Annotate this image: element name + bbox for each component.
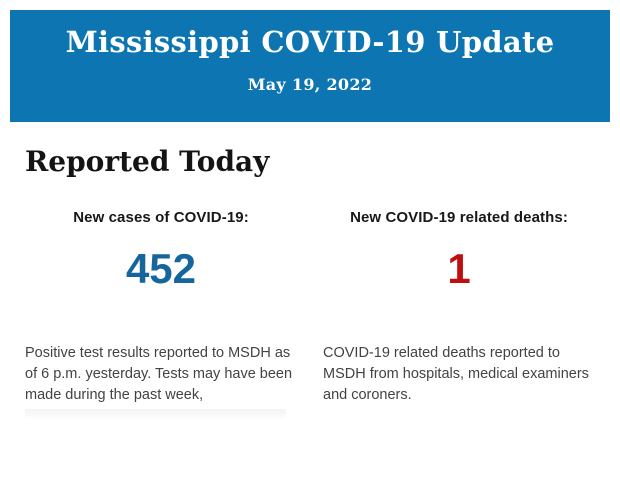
stats-row: New cases of COVID-19: 452 Positive test…	[0, 209, 620, 420]
header-banner: Mississippi COVID-19 Update May 19, 2022	[10, 10, 610, 122]
section-heading: Reported Today	[25, 145, 270, 178]
stat-new-deaths: New COVID-19 related deaths: 1 COVID-19 …	[323, 209, 595, 420]
header-date: May 19, 2022	[247, 75, 373, 95]
new-cases-label: New cases of COVID-19:	[73, 208, 249, 226]
new-cases-value: 452	[125, 244, 197, 292]
new-deaths-description: COVID-19 related deaths reported to MSDH…	[323, 344, 589, 403]
faded-text-remnant	[25, 408, 287, 420]
new-cases-description: Positive test results reported to MSDH a…	[25, 344, 293, 403]
bulletin-body: Reported Today New cases of COVID-19: 45…	[0, 145, 620, 420]
new-deaths-value: 1	[447, 244, 471, 292]
page-title: Mississippi COVID-19 Update	[65, 25, 555, 59]
stat-new-cases: New cases of COVID-19: 452 Positive test…	[25, 209, 297, 420]
covid-update-bulletin: Mississippi COVID-19 Update May 19, 2022…	[0, 10, 620, 483]
new-deaths-label: New COVID-19 related deaths:	[350, 208, 568, 226]
